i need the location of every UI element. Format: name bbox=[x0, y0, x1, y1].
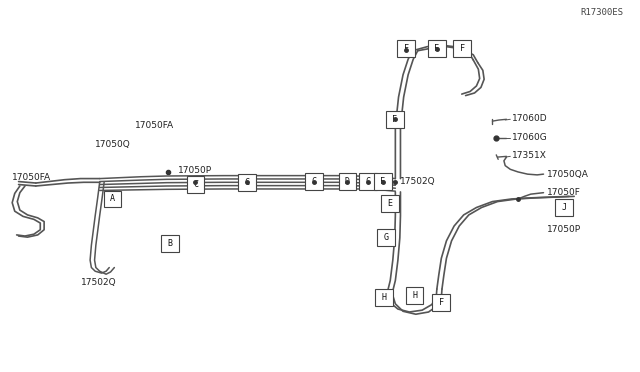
Text: 17050P: 17050P bbox=[547, 225, 581, 234]
FancyBboxPatch shape bbox=[433, 294, 451, 311]
Text: 17050QA: 17050QA bbox=[547, 170, 589, 179]
Text: 17050Q: 17050Q bbox=[95, 140, 131, 149]
Text: 17050FA: 17050FA bbox=[135, 122, 174, 131]
Text: H: H bbox=[412, 291, 417, 300]
Text: C: C bbox=[311, 177, 316, 186]
FancyBboxPatch shape bbox=[406, 287, 424, 304]
Text: F: F bbox=[439, 298, 444, 307]
FancyBboxPatch shape bbox=[237, 174, 255, 191]
Text: R17300ES: R17300ES bbox=[580, 9, 623, 17]
FancyBboxPatch shape bbox=[104, 190, 122, 207]
Text: F: F bbox=[380, 177, 385, 186]
FancyBboxPatch shape bbox=[555, 199, 573, 216]
Text: A: A bbox=[110, 195, 115, 203]
FancyBboxPatch shape bbox=[339, 173, 356, 190]
FancyBboxPatch shape bbox=[381, 195, 399, 212]
Text: 17502Q: 17502Q bbox=[81, 278, 116, 287]
FancyBboxPatch shape bbox=[428, 40, 446, 57]
Text: F: F bbox=[392, 115, 397, 124]
Text: C: C bbox=[244, 178, 249, 187]
FancyBboxPatch shape bbox=[186, 176, 204, 193]
Text: F: F bbox=[460, 44, 465, 52]
Text: D: D bbox=[345, 177, 350, 186]
FancyBboxPatch shape bbox=[454, 40, 471, 57]
Text: 17050F: 17050F bbox=[547, 188, 580, 197]
FancyBboxPatch shape bbox=[374, 173, 392, 190]
Text: 17050P: 17050P bbox=[178, 166, 212, 175]
Text: J: J bbox=[561, 203, 566, 212]
Text: H: H bbox=[381, 293, 387, 302]
Text: F: F bbox=[404, 44, 409, 53]
Text: 17060D: 17060D bbox=[511, 114, 547, 123]
Text: 17351X: 17351X bbox=[511, 151, 547, 160]
Text: 17050FA: 17050FA bbox=[12, 173, 51, 182]
Text: 17060G: 17060G bbox=[511, 132, 547, 142]
FancyBboxPatch shape bbox=[359, 173, 377, 190]
FancyBboxPatch shape bbox=[386, 111, 404, 128]
FancyBboxPatch shape bbox=[161, 235, 179, 252]
Text: 17502Q: 17502Q bbox=[400, 177, 435, 186]
Text: B: B bbox=[168, 239, 172, 248]
Text: E: E bbox=[388, 199, 393, 208]
FancyBboxPatch shape bbox=[397, 41, 415, 57]
FancyBboxPatch shape bbox=[305, 173, 323, 190]
FancyBboxPatch shape bbox=[375, 289, 393, 305]
Text: C: C bbox=[193, 180, 198, 189]
Text: F: F bbox=[435, 44, 440, 52]
FancyBboxPatch shape bbox=[377, 230, 395, 246]
Text: C: C bbox=[365, 177, 371, 186]
Text: G: G bbox=[383, 233, 388, 243]
